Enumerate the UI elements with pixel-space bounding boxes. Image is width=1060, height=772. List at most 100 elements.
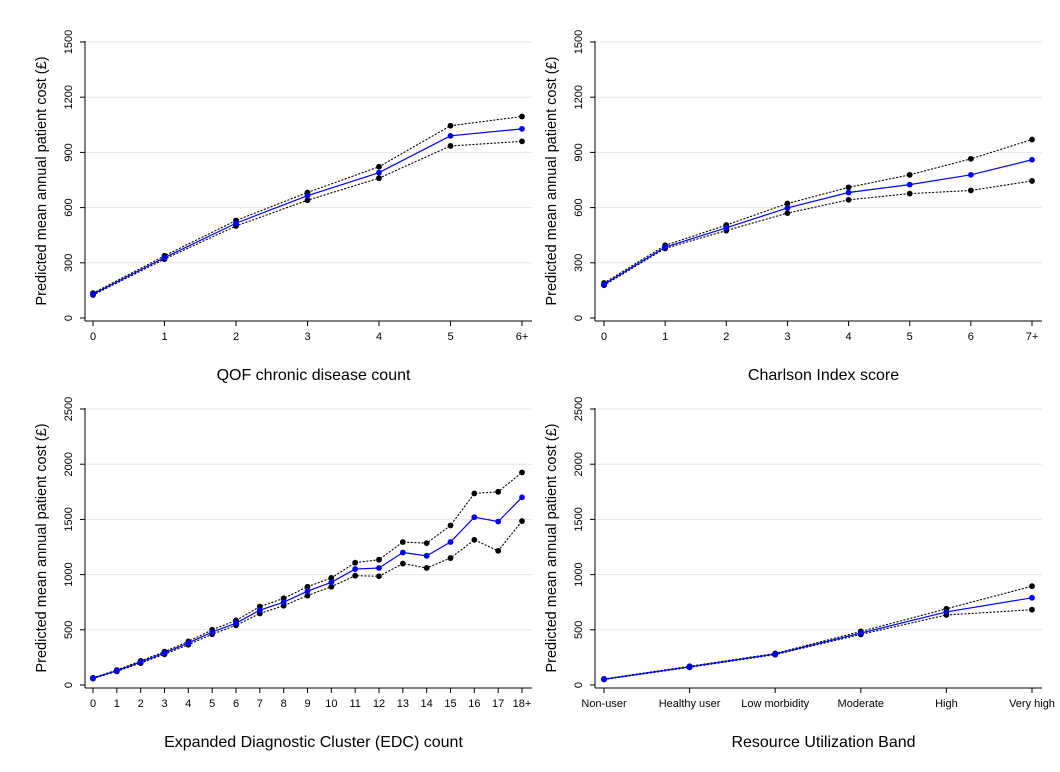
y-tick-label: 0 — [573, 682, 585, 688]
y-tick-label: 1200 — [573, 85, 585, 109]
series-line-upper — [92, 115, 523, 294]
y-tick-label: 0 — [63, 682, 75, 688]
y-tick-label: 2000 — [63, 452, 75, 476]
data-point-estimate — [423, 552, 430, 559]
x-tick-label: High — [935, 698, 958, 710]
y-tick-label: 1500 — [573, 507, 585, 531]
y-tick-label: 600 — [63, 198, 75, 216]
data-point-estimate — [1029, 594, 1035, 601]
data-point-estimate — [209, 629, 216, 635]
data-point-lower — [399, 560, 406, 567]
data-point-upper — [845, 184, 852, 191]
y-tick-label: 1000 — [63, 562, 75, 586]
data-point-lower — [784, 210, 791, 217]
data-point-estimate — [601, 281, 607, 288]
data-point-estimate — [376, 169, 382, 176]
x-tick-label: 2 — [138, 698, 144, 710]
data-point-lower — [328, 583, 335, 590]
x-tick-label: 4 — [376, 331, 382, 343]
data-point-lower — [967, 187, 974, 194]
data-point-estimate — [845, 189, 852, 196]
data-point-lower — [376, 573, 382, 580]
data-point-lower — [376, 175, 382, 182]
data-point-estimate — [967, 171, 974, 178]
data-point-estimate — [857, 630, 864, 637]
data-point-estimate — [113, 667, 120, 674]
x-tick-label: 3 — [784, 331, 790, 343]
x-tick-label: 12 — [373, 698, 385, 710]
x-tick-label: Moderate — [838, 698, 884, 710]
data-point-estimate — [304, 192, 311, 199]
data-point-estimate — [256, 607, 263, 614]
chart-panel-1: 0 300 600 900 1200 1500 0 1 2 3 4 5 6+ QOF chronic di… — [34, 30, 532, 384]
data-point-lower — [1029, 606, 1035, 613]
x-tick-label: 15 — [444, 698, 456, 710]
x-tick-label: Low morbidity — [741, 698, 809, 710]
x-tick-label: 17 — [492, 698, 504, 710]
x-tick-label: Healthy user — [659, 698, 721, 710]
series-line-lower — [92, 140, 523, 296]
data-point-lower — [845, 196, 852, 203]
series-line-upper — [603, 585, 1033, 680]
data-point-estimate — [399, 549, 406, 556]
data-point-estimate — [447, 539, 454, 545]
x-axis-title: QOF chronic disease count — [217, 367, 411, 384]
chart-panel-2: 0 300 600 900 1200 1500 0 1 2 3 4 5 6 7+ Charlson Inde… — [544, 30, 1042, 384]
x-tick-label: 18+ — [513, 698, 532, 710]
x-axis-title: Charlson Index score — [748, 367, 899, 384]
data-point-estimate — [161, 650, 168, 656]
y-axis-title: Predicted mean annual patient cost (£) — [544, 56, 560, 305]
y-tick-label: 2500 — [63, 397, 75, 421]
x-tick-label: 4 — [846, 331, 852, 343]
data-point-upper — [376, 556, 382, 563]
x-tick-label: 6 — [233, 698, 239, 710]
data-point-estimate — [90, 675, 96, 682]
data-point-upper — [906, 171, 913, 178]
data-point-estimate — [376, 565, 382, 571]
y-tick-label: 900 — [573, 143, 585, 161]
y-tick-label: 0 — [63, 315, 75, 321]
data-point-lower — [495, 547, 502, 554]
data-point-estimate — [328, 579, 335, 586]
y-tick-label: 1500 — [573, 30, 585, 54]
x-tick-label: 10 — [325, 698, 337, 710]
x-axis-title: Resource Utilization Band — [731, 734, 915, 751]
y-tick-label: 500 — [63, 621, 75, 639]
data-point-upper — [447, 522, 454, 529]
y-tick-label: 1200 — [63, 85, 75, 109]
x-tick-label: 0 — [90, 698, 96, 710]
y-tick-label: 1500 — [63, 30, 75, 54]
x-tick-label: 16 — [468, 698, 480, 710]
data-point-upper — [519, 113, 525, 120]
data-point-lower — [352, 572, 359, 579]
x-tick-label: 5 — [447, 331, 453, 343]
data-point-estimate — [304, 588, 311, 595]
x-tick-label: 1 — [662, 331, 668, 343]
data-point-estimate — [352, 566, 359, 572]
data-point-estimate — [772, 651, 779, 657]
data-point-estimate — [662, 244, 669, 251]
x-tick-label: 6 — [968, 331, 974, 343]
data-point-lower — [447, 143, 454, 149]
data-point-upper — [1029, 583, 1035, 590]
x-tick-label: 6+ — [516, 331, 529, 343]
y-tick-label: 2000 — [573, 452, 585, 476]
series-line-estimate — [92, 128, 523, 295]
data-point-upper — [447, 122, 454, 129]
x-tick-label: 2 — [233, 331, 239, 343]
series-line-estimate — [603, 597, 1033, 680]
x-tick-label: 2 — [723, 331, 729, 343]
data-point-estimate — [686, 663, 693, 670]
y-tick-label: 1500 — [63, 507, 75, 531]
y-tick-label: 1000 — [573, 562, 585, 586]
data-point-upper — [376, 163, 382, 170]
data-point-lower — [471, 536, 478, 543]
x-tick-label: 5 — [907, 331, 913, 343]
data-point-lower — [1029, 178, 1035, 184]
data-point-estimate — [495, 518, 502, 525]
data-point-estimate — [185, 640, 192, 646]
x-tick-label: 11 — [349, 698, 360, 710]
x-tick-label: 1 — [161, 331, 167, 343]
y-axis-title: Predicted mean annual patient cost (£) — [34, 423, 50, 672]
data-point-estimate — [471, 514, 478, 521]
